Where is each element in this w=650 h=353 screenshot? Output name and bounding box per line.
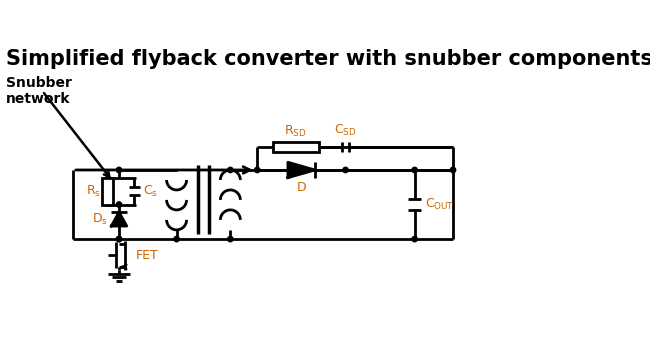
Text: Simplified flyback converter with snubber components: Simplified flyback converter with snubbe… — [6, 49, 650, 68]
Bar — [272, 142, 318, 152]
Text: R$_\mathsf{SD}$: R$_\mathsf{SD}$ — [284, 124, 307, 139]
Bar — [102, 178, 113, 204]
Circle shape — [450, 167, 456, 173]
Text: D$_\mathsf{s}$: D$_\mathsf{s}$ — [92, 211, 109, 227]
Circle shape — [116, 237, 122, 242]
Circle shape — [227, 237, 233, 242]
Text: FET: FET — [136, 249, 159, 262]
Text: R$_\mathsf{s}$: R$_\mathsf{s}$ — [86, 184, 101, 199]
Circle shape — [412, 237, 417, 242]
Text: C$_\mathsf{s}$: C$_\mathsf{s}$ — [143, 184, 158, 199]
Circle shape — [412, 167, 417, 173]
Text: C$_\mathsf{OUT}$: C$_\mathsf{OUT}$ — [425, 197, 455, 212]
Circle shape — [116, 167, 122, 173]
Text: C$_\mathsf{SD}$: C$_\mathsf{SD}$ — [334, 124, 357, 138]
Circle shape — [227, 167, 233, 173]
Polygon shape — [288, 162, 315, 178]
Circle shape — [116, 202, 122, 207]
Circle shape — [255, 167, 260, 173]
Polygon shape — [111, 212, 127, 226]
Circle shape — [174, 237, 179, 242]
Circle shape — [343, 167, 348, 173]
Circle shape — [116, 237, 122, 242]
Text: Snubber
network: Snubber network — [6, 76, 72, 106]
Text: D: D — [296, 181, 306, 194]
